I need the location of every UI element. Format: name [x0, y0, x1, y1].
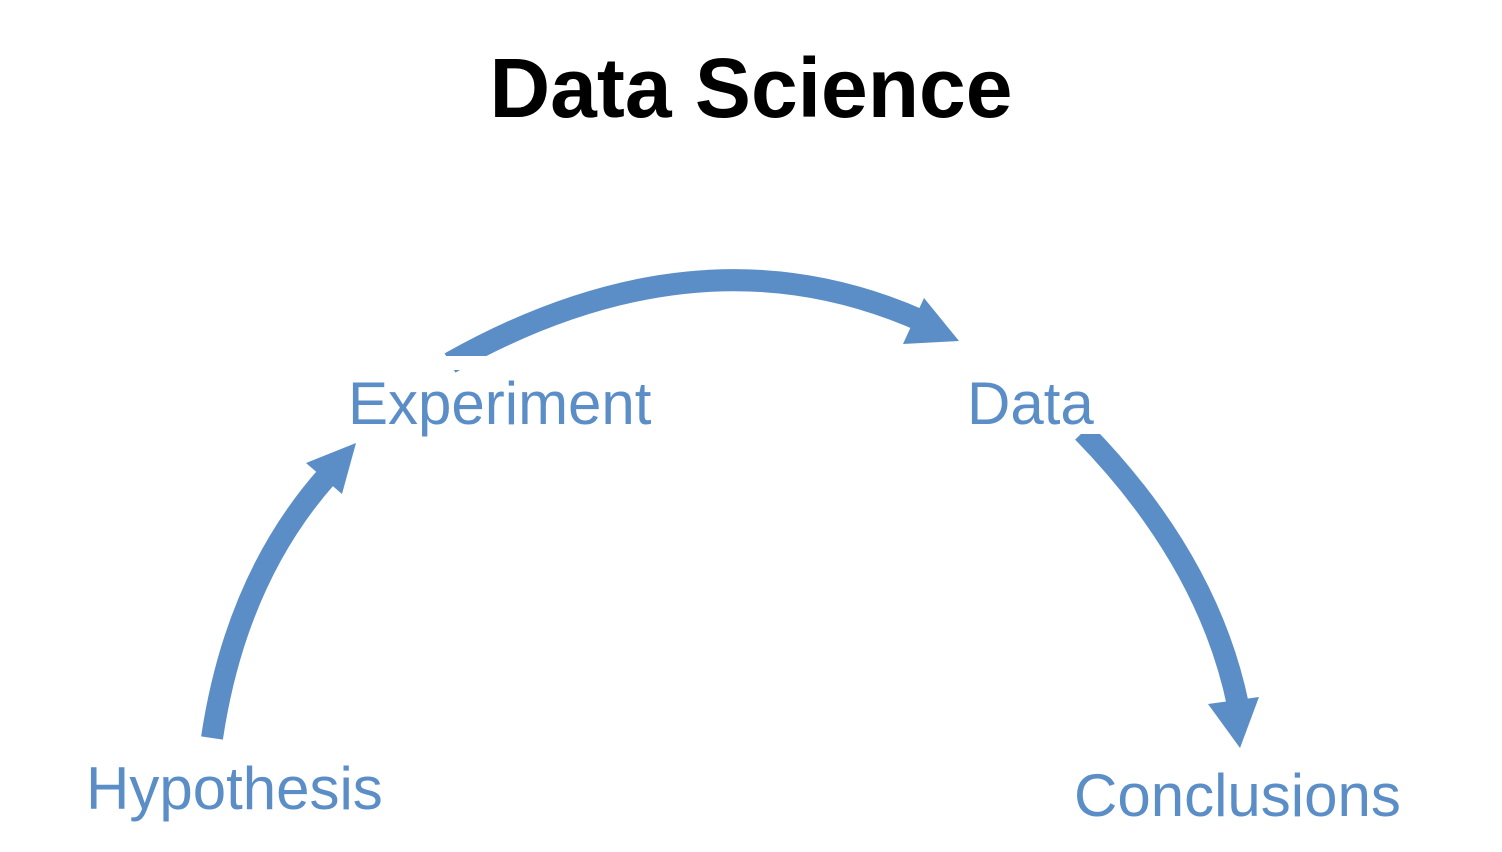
arrow-hypothesis-to-experiment: [201, 443, 356, 740]
arrow-shaft: [201, 467, 337, 740]
arrow-tail-mask: [440, 356, 500, 370]
arrow-head: [306, 443, 356, 494]
arrow-tail-mask: [1060, 424, 1110, 434]
arrow-experiment-to-data: [444, 269, 959, 373]
node-data: Data: [967, 370, 1094, 437]
arrow-shaft: [444, 269, 927, 373]
arrow-shaft: [1075, 424, 1249, 708]
arrow-head: [903, 298, 959, 344]
arrow-data-to-conclusions: [1075, 424, 1259, 748]
arrow-head: [1208, 697, 1259, 748]
node-conclusions: Conclusions: [1074, 762, 1401, 829]
node-experiment: Experiment: [348, 370, 652, 437]
node-hypothesis: Hypothesis: [86, 755, 383, 822]
diagram-title: Data Science: [489, 41, 1013, 135]
